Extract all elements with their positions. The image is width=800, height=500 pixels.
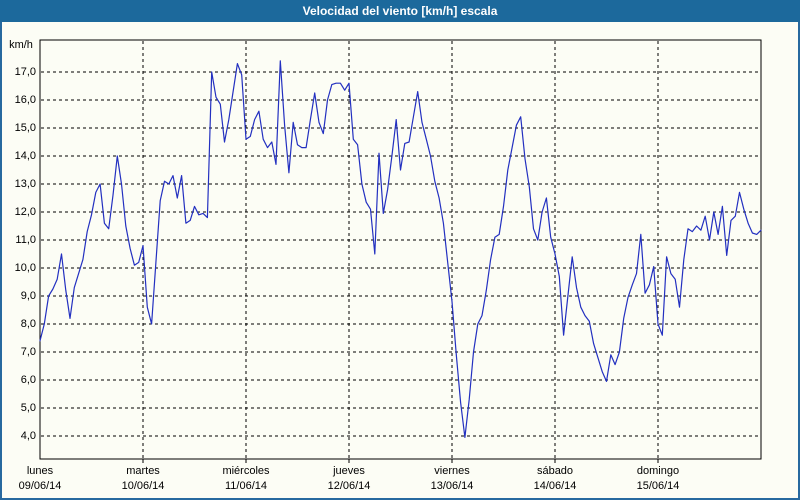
chart-title-bar: Velocidad del viento [km/h] escala — [0, 0, 800, 22]
day-date: 15/06/14 — [636, 480, 680, 492]
day-name: lunes — [26, 465, 54, 477]
y-tick-label: 9,0 — [20, 290, 36, 302]
day-name: domingo — [636, 465, 680, 477]
day-date: 13/06/14 — [430, 480, 474, 492]
y-tick-label: 15,0 — [14, 122, 36, 134]
chart-title: Velocidad del viento [km/h] escala — [302, 4, 498, 18]
day-date: 14/06/14 — [533, 480, 577, 492]
x-day-label: sábado 14/06/14 — [507, 464, 603, 494]
x-day-label: viernes 13/06/14 — [404, 464, 500, 494]
y-tick-label: 5,0 — [20, 402, 36, 414]
y-tick-label: 10,0 — [14, 262, 36, 274]
day-name: jueves — [333, 465, 365, 477]
x-day-label: martes 10/06/14 — [95, 464, 191, 494]
y-tick-label: 7,0 — [20, 346, 36, 358]
day-name: sábado — [536, 465, 574, 477]
y-tick-label: 12,0 — [14, 206, 36, 218]
x-day-label: lunes 09/06/14 — [0, 464, 88, 494]
wind-speed-line — [39, 60, 762, 438]
day-name: martes — [126, 465, 160, 477]
y-tick-label: 16,0 — [14, 94, 36, 106]
x-day-label: domingo 15/06/14 — [610, 464, 706, 494]
day-date: 12/06/14 — [327, 480, 371, 492]
x-day-label: jueves 12/06/14 — [301, 464, 397, 494]
y-tick-label: 13,0 — [14, 178, 36, 190]
day-name: viernes — [434, 465, 470, 477]
x-day-label: miércoles 11/06/14 — [198, 464, 294, 494]
y-tick-label: 14,0 — [14, 150, 36, 162]
y-tick-label: 4,0 — [20, 430, 36, 442]
y-tick-label: 6,0 — [20, 374, 36, 386]
day-date: 11/06/14 — [224, 480, 267, 492]
y-tick-label: 8,0 — [20, 318, 36, 330]
y-tick-label: 17,0 — [14, 66, 36, 78]
y-axis-unit-label: km/h — [9, 39, 33, 51]
day-date: 09/06/14 — [18, 480, 62, 492]
plot-border — [39, 39, 762, 460]
day-date: 10/06/14 — [121, 480, 165, 492]
y-tick-label: 11,0 — [15, 234, 36, 246]
day-name: miércoles — [222, 465, 270, 477]
